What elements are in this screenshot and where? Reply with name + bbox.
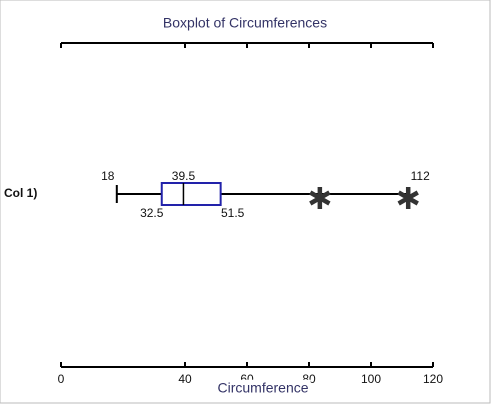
category-label: Col 1)	[4, 186, 37, 200]
outlier	[397, 187, 419, 209]
x-tick-label: 100	[361, 372, 381, 386]
outlier	[309, 187, 331, 209]
chart-title: Boxplot of Circumferences	[163, 15, 327, 31]
value-label: 18	[101, 169, 115, 183]
x-tick-label: 0	[58, 372, 65, 386]
value-label: 39.5	[172, 169, 196, 183]
x-axis-label: Circumference	[217, 380, 308, 396]
box	[160, 182, 222, 206]
value-label: 112	[411, 169, 430, 183]
x-tick-label: 40	[178, 372, 192, 386]
value-label: 51.5	[221, 206, 245, 220]
value-label: 32.5	[140, 206, 164, 220]
x-tick-label: 120	[423, 372, 443, 386]
label-background	[215, 379, 311, 396]
